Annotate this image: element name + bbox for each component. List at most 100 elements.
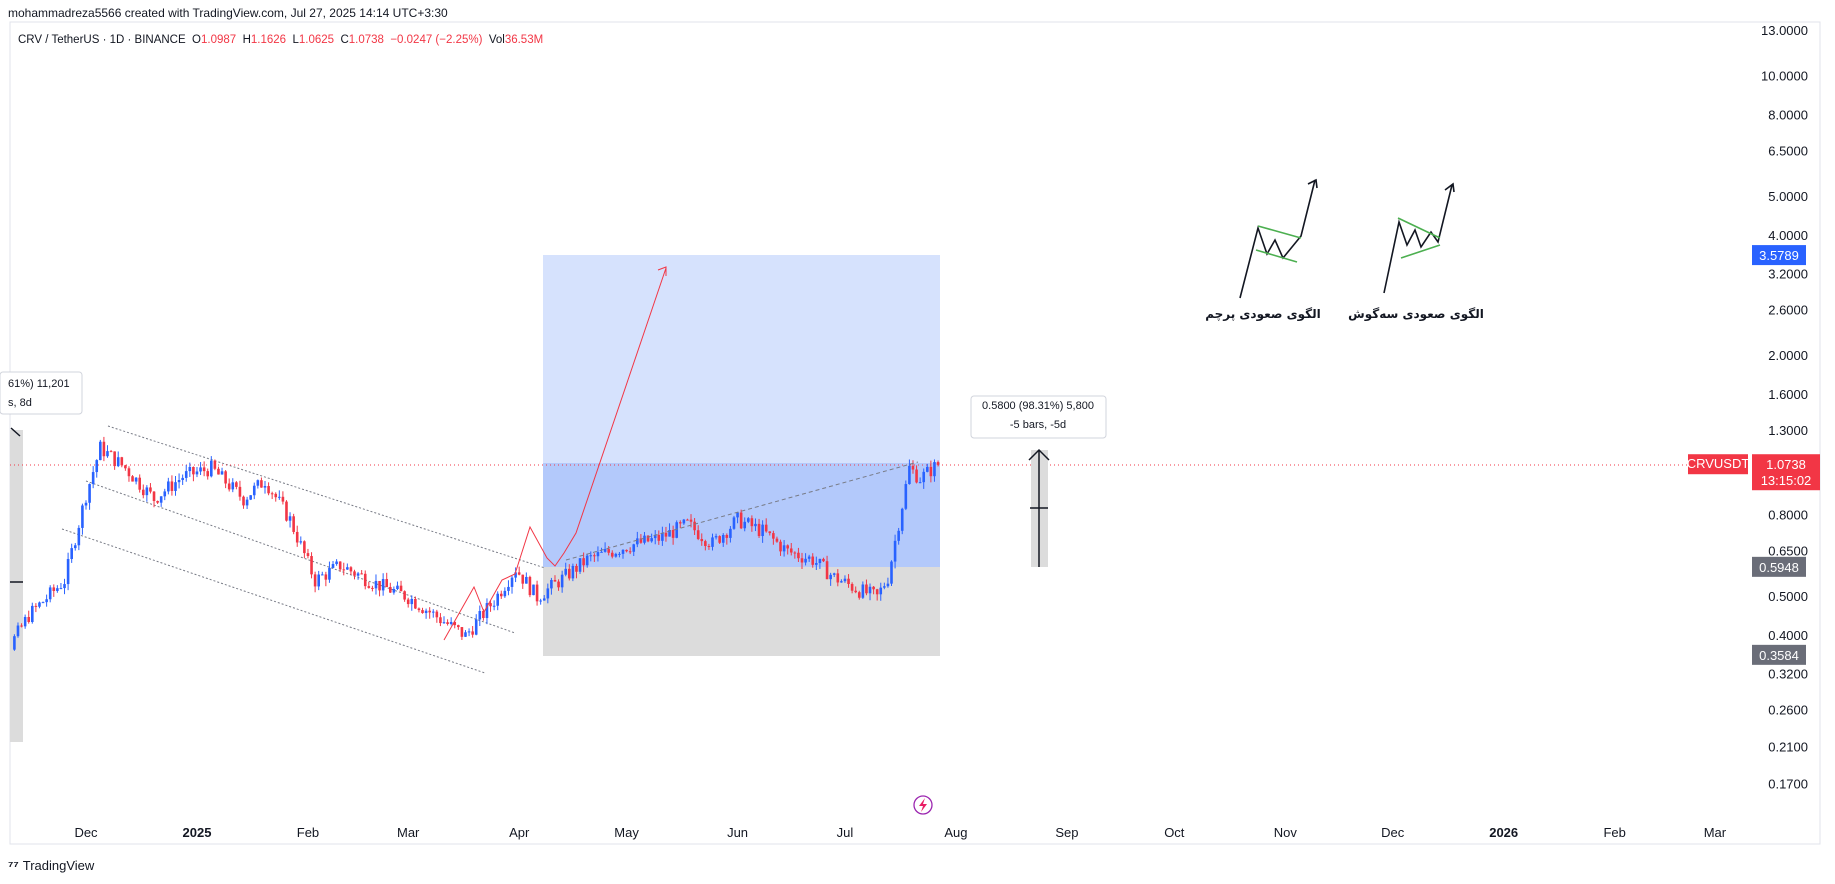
candle-body [818, 558, 822, 564]
candle-body [643, 535, 646, 543]
candle-body [503, 590, 507, 597]
candle-body [439, 617, 442, 624]
time-tick-label: Aug [944, 825, 967, 840]
candle-body [800, 558, 804, 563]
candle-body [768, 531, 772, 534]
candle-body [41, 602, 45, 604]
candle-body [568, 568, 571, 579]
candle-body [378, 580, 381, 591]
candle-body [489, 603, 492, 607]
candle-body [396, 585, 399, 590]
candle-body [23, 616, 27, 627]
candle-body [632, 544, 636, 552]
candle-body [668, 530, 671, 537]
candle-body [310, 556, 313, 575]
candle-body [857, 592, 861, 598]
candle-body [48, 587, 52, 600]
time-tick-label: May [614, 825, 639, 840]
candle-body [929, 466, 933, 477]
lightning-icon[interactable] [913, 795, 933, 815]
candle-body [575, 565, 578, 572]
candle-body [109, 451, 113, 453]
candle-body [840, 581, 843, 583]
candle-body [528, 576, 532, 596]
change-value: −0.0247 (−2.25%) [390, 34, 483, 46]
candle-body [156, 501, 159, 503]
time-tick-label: Jun [727, 825, 748, 840]
volume-value: 36.53M [504, 34, 544, 46]
candle-body [252, 485, 256, 496]
candle-body [793, 552, 797, 554]
candle-body [163, 491, 167, 497]
candle-body [91, 472, 95, 485]
price-axis[interactable]: 13.0000 10.0000 8.0000 6.5000 5.0000 4.0000 3.… [1761, 23, 1808, 791]
candle-body [449, 621, 453, 624]
candle-body [38, 602, 41, 607]
candle-body [313, 574, 317, 587]
candle-body [360, 573, 363, 575]
candle-body [893, 540, 897, 562]
pennant-pattern-illustration: الگوی صعودی سه‌گوش [1348, 182, 1484, 322]
candle-body [367, 586, 371, 588]
candle-body [403, 591, 406, 600]
footer-brand[interactable]: ⁷⁷ TradingView [8, 858, 94, 873]
time-axis[interactable]: Dec 2025 Feb Mar Apr May Jun Jul Aug Sep Oct Nov Dec… [74, 825, 1726, 840]
candle-body [661, 532, 664, 541]
candle-body [106, 451, 109, 457]
candle-body [374, 580, 378, 589]
close-value: 1.0738 [348, 34, 384, 46]
candle-body [331, 564, 335, 568]
symbol-name[interactable]: CRV / TetherUS · 1D · BINANCE [18, 34, 186, 46]
time-tick-label: Dec [74, 825, 98, 840]
candle-body [564, 568, 568, 575]
candle-body [192, 466, 195, 475]
brand-name: TradingView [22, 858, 95, 873]
candle-body [535, 584, 539, 602]
tradingview-logo-icon: ⁷⁷ [8, 858, 19, 873]
price-tick-label: 0.3200 [1768, 667, 1808, 682]
candle-body [897, 530, 900, 541]
candle-body [911, 465, 915, 470]
candle-body [138, 477, 141, 490]
measure-tooltip[interactable]: 0.5800 (98.31%) 5,800 -5 bars, -5d [970, 395, 1107, 439]
candle-body [303, 541, 306, 554]
candle-body [356, 573, 360, 576]
candle-body [227, 483, 231, 490]
candle-body [73, 545, 77, 549]
price-tick-label: 13.0000 [1761, 23, 1808, 38]
candle-body [650, 538, 653, 542]
candle-body [811, 556, 815, 565]
candle-body [231, 482, 235, 490]
projection-path [443, 267, 667, 641]
candle-body [159, 496, 163, 503]
candle-body [890, 561, 893, 584]
candle-body [553, 579, 557, 582]
candle-body [389, 586, 392, 593]
price-tick-label: 2.6000 [1768, 303, 1808, 318]
candle-body [235, 482, 238, 487]
candle-body [836, 573, 840, 583]
price-tick-label: 10.0000 [1761, 69, 1808, 84]
candle-body [807, 556, 811, 559]
candle-body [621, 549, 625, 554]
candle-body [678, 522, 682, 524]
candle-body [467, 631, 471, 633]
left-measure-tooltip[interactable]: 61%) 11,201 s, 8d [0, 371, 83, 415]
left-tip-line1: 61%) 11,201 [8, 378, 70, 390]
candle-body [399, 585, 403, 592]
level-badge-value: 0.5948 [1759, 560, 1799, 575]
candle-body [532, 584, 535, 596]
channel-middle-line [85, 480, 516, 634]
candle-body [417, 608, 421, 611]
candle-body [618, 553, 621, 555]
candle-body [371, 587, 374, 589]
candle-body [127, 468, 131, 477]
candle-body [868, 586, 872, 594]
candle-body [707, 546, 711, 548]
candle-body [263, 486, 267, 488]
time-tick-label: Mar [1704, 825, 1727, 840]
candle-body [825, 561, 829, 580]
candle-body [31, 605, 34, 623]
